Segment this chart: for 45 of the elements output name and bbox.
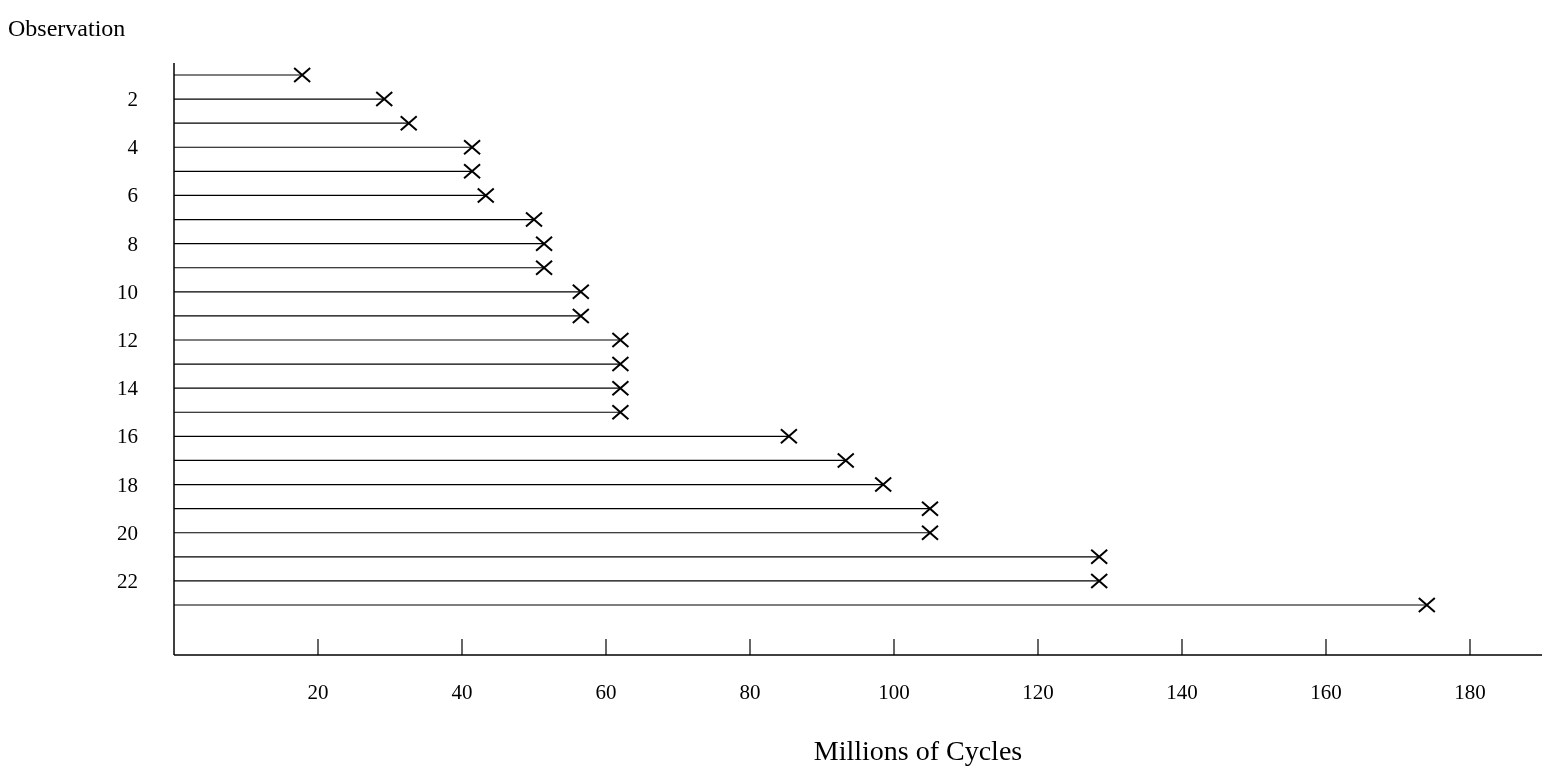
- point: [535, 235, 554, 252]
- x-tick-label: 40: [451, 680, 473, 704]
- y-tick-label: 10: [117, 279, 138, 304]
- x-tick-label: 140: [1166, 680, 1198, 704]
- y-tick-label: 16: [117, 424, 138, 449]
- x-tick-label: 100: [878, 680, 910, 704]
- x-axis-title: Millions of Cycles: [813, 735, 1023, 766]
- x-tick-label: 180: [1454, 680, 1486, 704]
- point: [921, 500, 939, 517]
- y-tick-label: 14: [117, 376, 139, 401]
- y-tick-label: 18: [117, 472, 138, 497]
- x-tick-label: 20: [307, 680, 329, 704]
- y-tick-label: 2: [127, 87, 138, 112]
- point: [293, 67, 312, 83]
- point: [1090, 548, 1109, 565]
- point: [375, 91, 394, 108]
- x-tick-label: 160: [1310, 680, 1342, 704]
- y-tick-label: 20: [117, 520, 138, 545]
- point: [399, 115, 418, 132]
- y-tick-label: 6: [127, 183, 138, 208]
- x-tick-label: 60: [595, 680, 617, 704]
- point: [611, 356, 630, 373]
- point: [611, 380, 630, 397]
- point: [779, 428, 798, 445]
- y-tick-label: 12: [117, 328, 138, 352]
- point: [463, 139, 482, 156]
- y-tick-label: 8: [127, 231, 138, 256]
- point: [463, 163, 482, 180]
- x-tick-label: 80: [739, 680, 761, 704]
- point: [611, 332, 630, 348]
- point: [611, 404, 630, 421]
- point: [571, 307, 590, 324]
- point: [571, 283, 590, 300]
- point: [525, 211, 543, 228]
- point: [476, 187, 495, 204]
- point: [1417, 597, 1436, 613]
- point: [1090, 572, 1109, 589]
- point: [836, 452, 855, 469]
- y-tick-label: 22: [117, 568, 138, 593]
- point: [921, 524, 939, 541]
- y-tick-label: 4: [127, 135, 139, 160]
- x-tick-label: 120: [1022, 680, 1054, 704]
- y-axis-title: Observation: [8, 15, 126, 41]
- point: [874, 476, 893, 493]
- point: [535, 259, 554, 276]
